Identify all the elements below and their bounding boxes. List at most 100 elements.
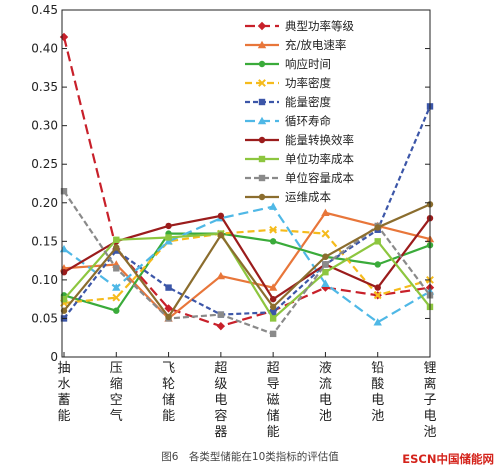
legend-label: 响应时间	[285, 57, 331, 71]
legend-marker	[258, 174, 266, 182]
data-point	[321, 229, 330, 238]
data-point	[373, 291, 382, 300]
data-point	[60, 295, 68, 303]
y-tick-label: 0.20	[31, 196, 58, 210]
series-9	[60, 201, 434, 321]
data-point	[269, 225, 278, 234]
legend-label: 典型功率等级	[285, 19, 354, 33]
data-point	[113, 307, 120, 314]
data-point	[373, 318, 382, 326]
data-point	[217, 212, 225, 220]
legend-item-3: 功率密度	[245, 76, 331, 90]
data-point	[60, 188, 68, 195]
legend-label: 充/放电速率	[285, 38, 346, 52]
legend-label: 单位容量成本	[285, 171, 354, 185]
legend-label: 能量密度	[285, 95, 331, 109]
data-point	[268, 283, 278, 291]
legend-marker	[258, 193, 266, 201]
data-point	[217, 231, 225, 239]
axes: 0 0.05 0.10 0.15 0.20 0.25 0.30 0.35 0.40 0.45 抽水蓄…	[31, 3, 436, 440]
y-tick-label: 0.05	[31, 311, 58, 325]
x-tick-label: 抽水蓄能	[57, 361, 70, 424]
figure-caption: 图6 各类型储能在10类指标的评估值	[161, 451, 339, 463]
y-tick-label: 0.25	[31, 157, 58, 171]
data-point	[374, 224, 381, 231]
y-tick-label: 0.45	[31, 3, 58, 17]
legend-label: 循环寿命	[285, 114, 331, 128]
legend-item-7: 单位功率成本	[245, 152, 354, 166]
series-line	[63, 211, 431, 320]
legend-label: 能量转换效率	[285, 133, 354, 147]
data-point	[112, 283, 121, 291]
y-tick-label: 0	[50, 350, 58, 364]
data-point	[164, 304, 173, 313]
data-point	[322, 253, 329, 260]
data-point	[269, 309, 277, 316]
series-line	[63, 232, 431, 321]
data-point	[217, 311, 225, 318]
data-point	[59, 32, 69, 42]
y-tick-label: 0.10	[31, 273, 58, 287]
legend-item-0: 典型功率等级	[245, 19, 354, 33]
data-point	[113, 244, 120, 251]
legend-item-1: 充/放电速率	[245, 38, 346, 52]
x-tick-label: 铅酸电池	[371, 361, 384, 424]
legend-item-9: 运维成本	[245, 190, 331, 204]
y-tick-label: 0.15	[31, 234, 58, 248]
data-point	[268, 202, 278, 210]
y-tick-label: 0.35	[31, 80, 58, 94]
data-point	[165, 234, 172, 241]
data-point	[59, 244, 69, 253]
legend-label: 单位功率成本	[285, 152, 354, 166]
data-point	[321, 208, 330, 217]
legend-item-2: 响应时间	[245, 57, 331, 71]
data-point	[374, 261, 381, 268]
data-point	[322, 268, 329, 276]
legend-item-8: 单位容量成本	[245, 171, 354, 185]
legend-marker	[257, 21, 267, 31]
series-line	[63, 228, 431, 305]
series-line	[63, 105, 432, 320]
data-point	[113, 265, 120, 272]
data-point	[165, 222, 172, 230]
x-tick-label: 锂离子电池	[423, 361, 436, 440]
legend-marker	[258, 60, 266, 68]
legend-marker	[257, 116, 267, 125]
legend-marker	[257, 40, 267, 49]
legend-marker	[258, 79, 266, 87]
legend-item-6: 能量转换效率	[245, 133, 354, 147]
legend-marker	[258, 155, 266, 163]
x-tick-label: 压缩空气	[110, 361, 123, 424]
x-tick-label: 液流电池	[319, 361, 332, 424]
data-point	[374, 238, 381, 245]
legend-marker	[258, 136, 266, 144]
series-line	[63, 203, 431, 319]
plot-frame	[61, 9, 431, 358]
x-tick-label: 超导磁储能	[267, 361, 280, 440]
data-point	[112, 293, 121, 302]
data-point	[113, 236, 120, 243]
legend: 典型功率等级充/放电速率响应时间功率密度能量密度循环寿命能量转换效率单位功率成本…	[245, 19, 354, 204]
data-point	[269, 238, 277, 245]
data-point	[269, 330, 277, 338]
data-point	[165, 284, 172, 291]
series-line	[63, 232, 431, 313]
legend-item-4: 能量密度	[245, 95, 331, 109]
x-tick-label: 超级电容器	[214, 361, 227, 440]
legend-marker	[258, 98, 266, 106]
data-point	[374, 284, 381, 291]
legend-item-5: 循环寿命	[245, 114, 331, 128]
data-point	[216, 321, 226, 331]
series-line	[63, 205, 431, 324]
data-point	[165, 313, 172, 321]
data-point	[269, 295, 277, 303]
data-point	[322, 261, 329, 268]
y-tick-label: 0.30	[31, 119, 58, 133]
data-point	[321, 279, 330, 287]
legend-label: 运维成本	[285, 190, 331, 204]
data-point	[269, 303, 277, 311]
data-point	[269, 315, 277, 322]
x-tick-label: 飞轮储能	[162, 361, 175, 424]
series-layer	[59, 32, 435, 338]
